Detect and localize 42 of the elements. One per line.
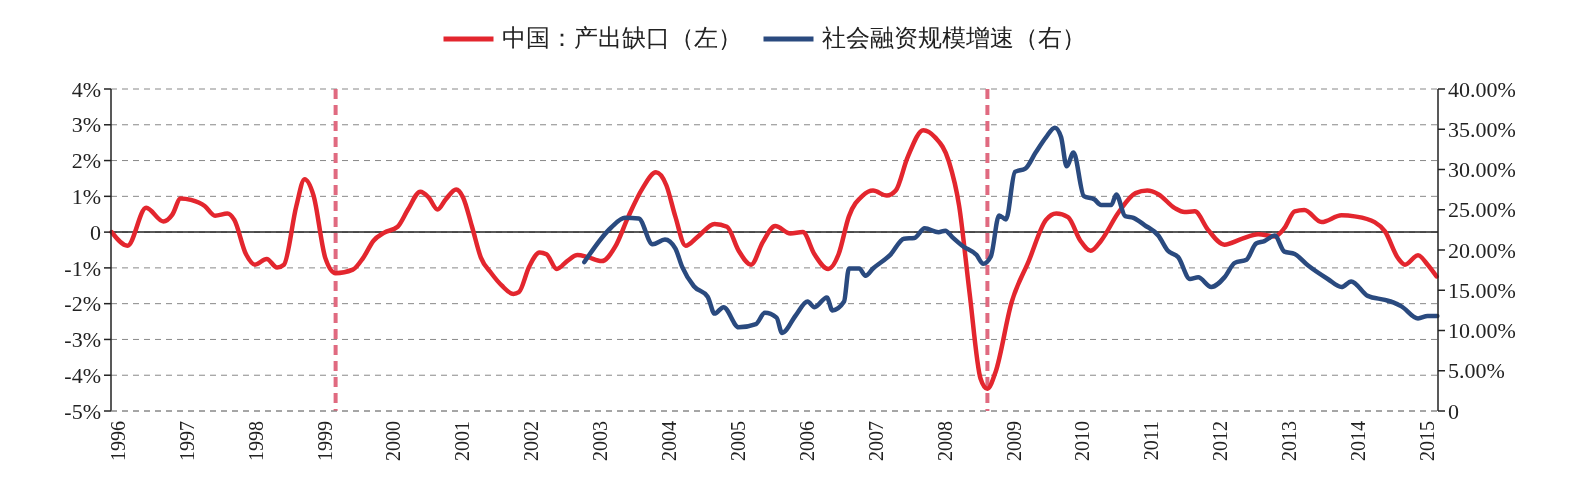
y2-tick-label: 0 [1448,398,1459,424]
x-tick-label: 1997 [175,421,198,461]
line-series [582,125,1440,336]
y2-tick-label: 15.00% [1448,277,1516,303]
x-tick-label: 1999 [313,421,336,461]
y2-tick-label: 10.00% [1448,318,1516,344]
x-tick-label: 2015 [1415,421,1438,461]
legend-label: 中国：产出缺口（左） [501,25,742,51]
x-tick-label: 2004 [658,421,681,461]
x-tick-label: 2008 [933,421,956,461]
y-tick-label: 3% [71,112,101,138]
y2-tick-label: 20.00% [1448,237,1516,263]
x-tick-label: 2012 [1209,421,1232,461]
y2-tick-label: 5.00% [1448,358,1505,384]
y-tick-label: 0 [90,219,101,245]
x-tick-label: 2010 [1071,421,1094,461]
x-tick-label: 2003 [589,421,612,461]
y-tick-label: -3% [64,327,101,353]
x-tick-label: 2011 [1140,421,1163,461]
x-tick-label: 2001 [451,421,474,461]
x-tick-label: 2002 [520,421,543,461]
x-tick-label: 2005 [726,421,749,461]
y-tick-label: 2% [71,148,101,174]
y-tick-label: -5% [64,398,101,424]
y2-tick-label: 25.00% [1448,197,1516,223]
y-tick-label: -4% [64,362,101,388]
y-tick-label: 4% [71,76,101,102]
x-tick-label: 1996 [106,421,129,461]
y2-tick-label: 35.00% [1448,116,1516,142]
x-tick-label: 2013 [1278,421,1301,461]
legend-label: 社会融资规模增速（右） [821,25,1086,51]
y-tick-label: -2% [64,291,101,317]
x-tick-label: 1998 [244,421,267,461]
y2-tick-label: 40.00% [1448,76,1516,102]
x-tick-label: 2000 [382,421,405,461]
x-tick-label: 2007 [864,421,887,461]
x-tick-label: 2006 [795,421,818,461]
x-tick-label: 2009 [1002,421,1025,461]
x-tick-label: 2014 [1347,421,1370,461]
y-tick-label: 1% [71,184,101,210]
y-tick-label: -1% [64,255,101,281]
y2-tick-label: 30.00% [1448,157,1516,183]
